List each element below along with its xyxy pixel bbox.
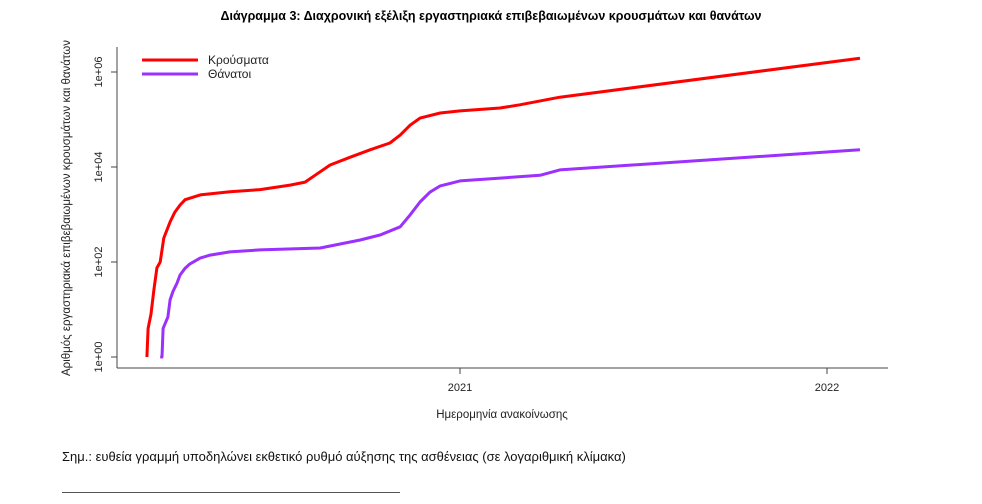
legend-label-deaths: Θάνατοι: [208, 67, 251, 81]
y-tick-label: 1e+06: [93, 57, 105, 88]
x-tick-label: 2022: [815, 382, 839, 394]
y-tick-label: 1e+02: [93, 247, 105, 278]
chart-note: Σημ.: ευθεία γραμμή υποδηλώνει εκθετικό …: [62, 449, 626, 464]
legend-label-cases: Κρούσματα: [208, 53, 269, 67]
legend: Κρούσματα Θάνατοι: [142, 53, 269, 81]
x-axis-label: Ημερομηνία ανακοίνωσης: [436, 409, 568, 421]
chart: Διάγραμμα 3: Διαχρονική εξέλιξη εργαστηρ…: [61, 9, 888, 421]
y-tick-label: 1e+04: [93, 152, 105, 183]
deaths-line: [160, 148, 861, 359]
y-axis-label: Αριθμός εργαστηριακά επιβεβαιωμένων κρου…: [61, 40, 73, 376]
x-tick-label: 2021: [448, 382, 472, 394]
footnote-divider: [62, 492, 400, 493]
y-tick-label: 1e+00: [93, 342, 105, 373]
chart-title: Διάγραμμα 3: Διαχρονική εξέλιξη εργαστηρ…: [220, 9, 761, 23]
cases-line: [145, 56, 861, 358]
